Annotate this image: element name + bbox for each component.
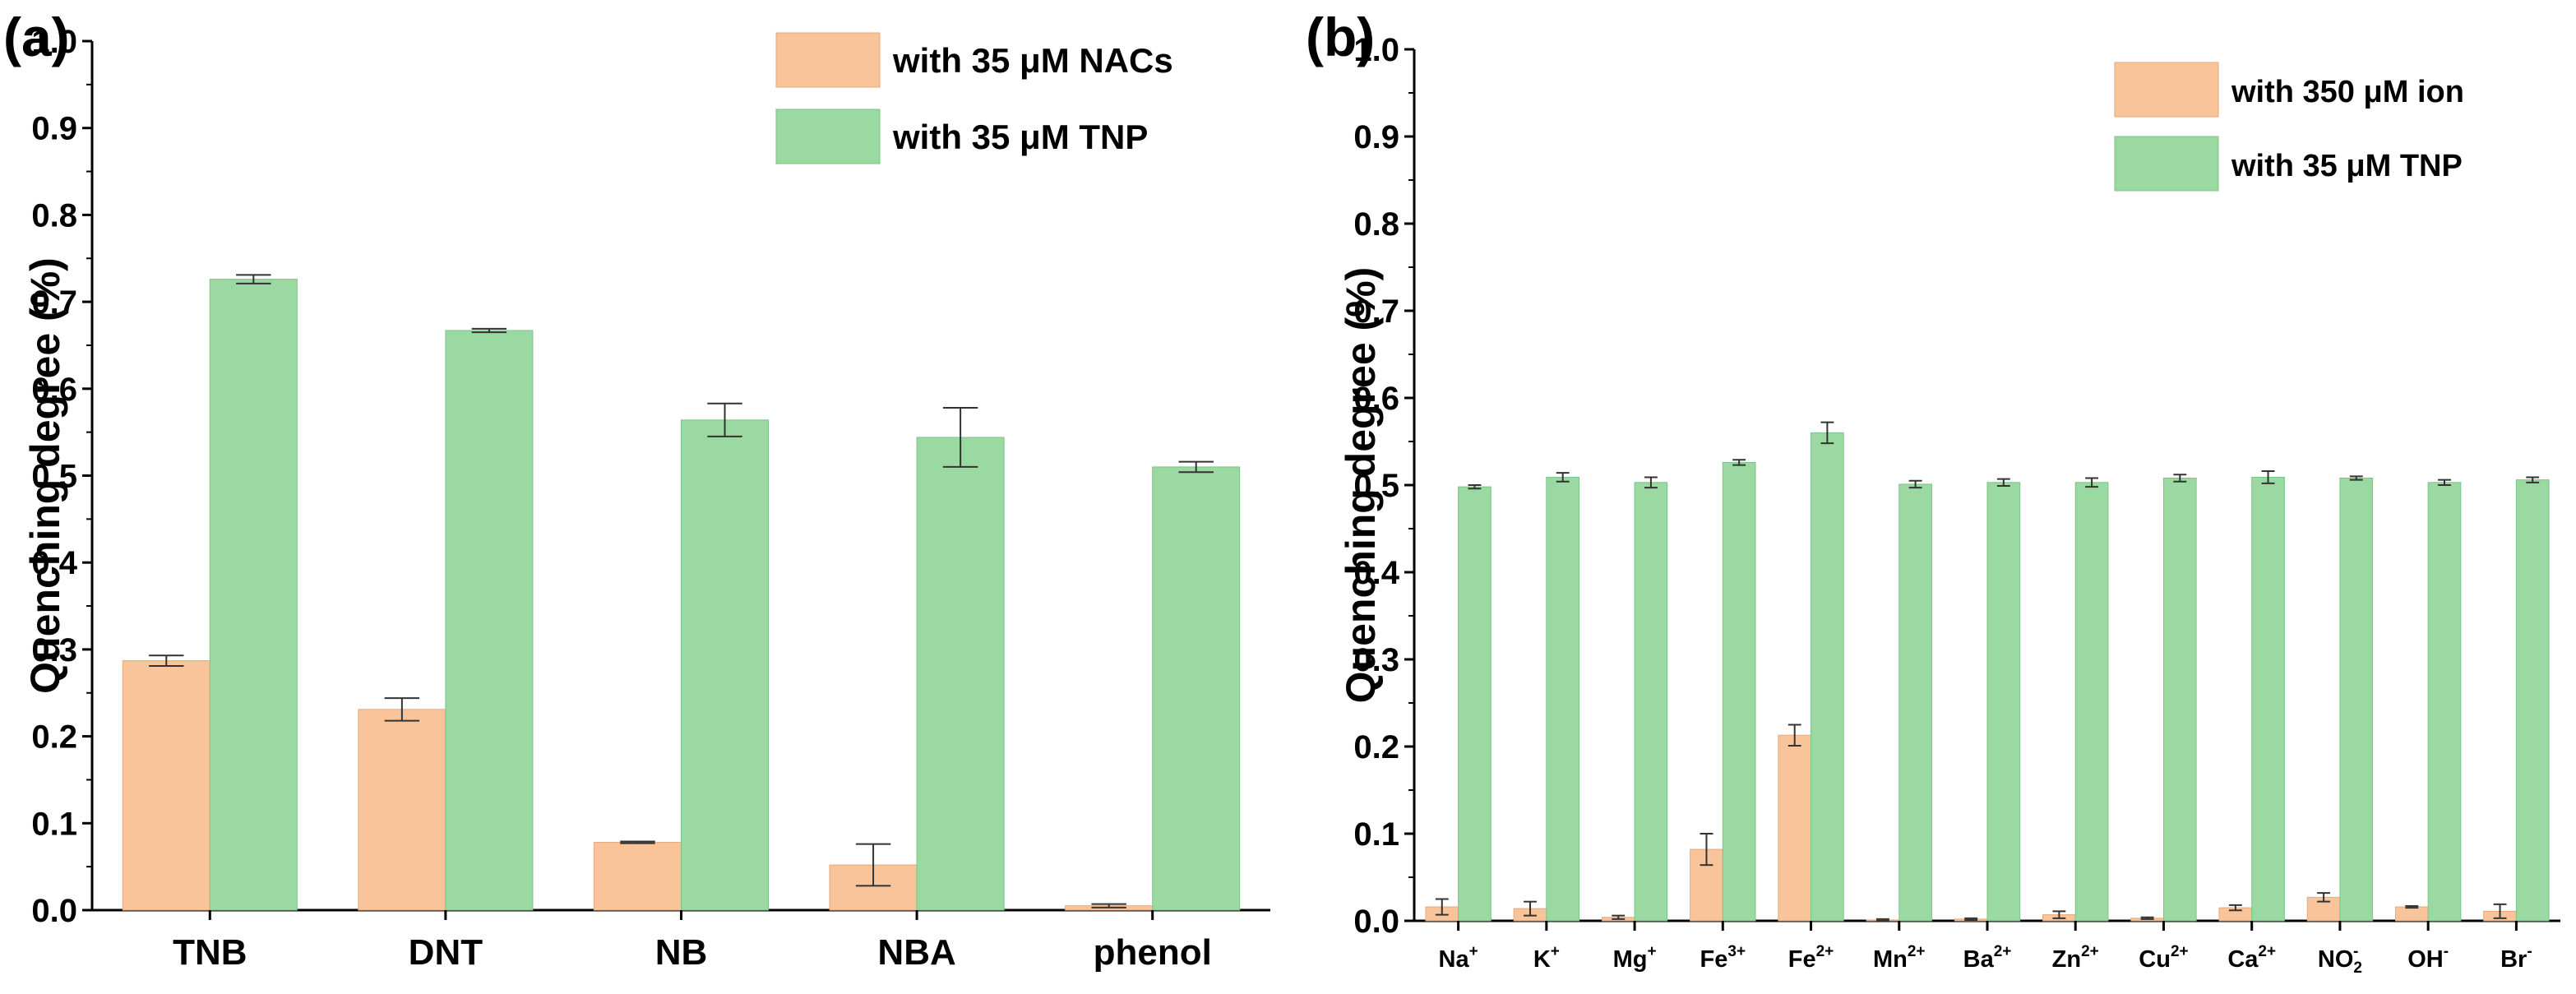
panel-a-y-tick-label: 0.9 <box>31 111 77 147</box>
panel-b-category-label: Fe3+ <box>1700 943 1746 973</box>
panel-b-legend-label-ref: with 350 μM ion <box>2231 75 2464 109</box>
panel-b-category-label: NO2- <box>2318 943 2362 977</box>
panel-a-category-label: phenol <box>1094 932 1212 973</box>
panel-a-legend-label-ref: with 35 μM NACs <box>892 41 1173 80</box>
panel-b-bar-tnp-7 <box>2074 482 2109 922</box>
panel-b-label: (b) <box>1306 7 1375 67</box>
panel-b-bar-tnp-10 <box>2339 478 2374 922</box>
panel-b-category-label: Br- <box>2500 943 2532 973</box>
panel-b-bar-tnp-5 <box>1898 483 1932 922</box>
panel-b-y-tick-label: 0.6 <box>1353 381 1399 417</box>
panel-a-y-tick-label: 0.1 <box>31 806 77 842</box>
panel-b-bar-tnp-9 <box>2251 476 2285 922</box>
panel-a-y-tick-label: 0.6 <box>31 372 77 408</box>
panel-a-bar-tnp-1 <box>445 330 534 911</box>
panel-b-bar-ref-11 <box>2394 906 2429 922</box>
panel-b-bar-ref-4 <box>1778 734 1812 922</box>
panel-b-y-tick-label: 0.7 <box>1353 294 1399 330</box>
panel-b-bar-tnp-6 <box>1986 482 2021 922</box>
panel-b-bar-tnp-8 <box>2162 478 2197 922</box>
panel-b-y-tick-label: 0.2 <box>1353 729 1399 765</box>
panel-b-category-label: Mg+ <box>1613 943 1657 973</box>
panel-b-y-axis-label: Quenching degree (%) <box>1338 267 1384 704</box>
panel-b-legend-swatch-tnp <box>2114 136 2219 192</box>
panel-b-bar-tnp-12 <box>2515 479 2550 922</box>
panel-b-y-tick-label: 0.0 <box>1353 904 1399 940</box>
panel-a-category-label: TNB <box>173 932 247 973</box>
panel-a-category-label: NBA <box>877 932 955 973</box>
panel-a-y-tick-label: 0.4 <box>31 545 77 581</box>
panel-a-bar-ref-1 <box>358 709 446 911</box>
panel-a-y-tick-label: 0.7 <box>31 284 77 321</box>
panel-b-category-label: Ca2+ <box>2227 943 2276 973</box>
panel-b-bar-tnp-1 <box>1546 476 1580 922</box>
panel-a-category-label: NB <box>655 932 708 973</box>
panel-b-category-label: Cu2+ <box>2139 943 2188 973</box>
panel-a-legend-swatch-ref <box>775 32 881 88</box>
panel-a-bar-tnp-0 <box>209 279 298 911</box>
panel-b-bar-tnp-3 <box>1722 461 1756 922</box>
panel-a-y-tick-label: 0.0 <box>31 893 77 929</box>
panel-a-bar-ref-2 <box>593 842 682 911</box>
panel-b-y-tick-label: 0.1 <box>1353 816 1399 853</box>
panel-b-bar-tnp-11 <box>2427 482 2462 922</box>
panel-a-y-tick-label: 0.5 <box>31 459 77 495</box>
panel-b-y-tick-label: 0.5 <box>1353 468 1399 504</box>
panel-b-y-tick-label: 0.3 <box>1353 642 1399 678</box>
panel-a-bar-ref-0 <box>122 660 210 911</box>
panel-a-y-axis-label: Quenching degree (%) <box>22 257 68 694</box>
panel-b-legend-swatch-ref <box>2114 62 2219 118</box>
panel-a-label: (a) <box>3 7 70 67</box>
panel-b-bar-tnp-4 <box>1811 432 1844 922</box>
panel-b-category-label: Mn2+ <box>1873 943 1926 973</box>
panel-a-bar-tnp-4 <box>1152 466 1241 911</box>
panel-b-category-label: Zn2+ <box>2052 943 2099 973</box>
panel-a-y-tick-label: 0.3 <box>31 632 77 668</box>
panel-a-legend-swatch-tnp <box>775 109 881 164</box>
panel-a-y-tick-label: 1.0 <box>31 24 77 60</box>
panel-b-category-label: Na+ <box>1439 943 1478 973</box>
panel-b-category-label: K+ <box>1533 943 1560 973</box>
panel-a-category-label: DNT <box>409 932 483 973</box>
panel-b-category-label: Ba2+ <box>1963 943 2012 973</box>
panel-a-bar-tnp-3 <box>916 437 1005 911</box>
panel-b-y-tick-label: 0.9 <box>1353 119 1399 155</box>
panel-b-category-label: Fe2+ <box>1788 943 1834 973</box>
panel-b-chart: (b) Quenching degree (%) 0.0 0.1 0.2 0.3 0.4… <box>1306 7 2560 977</box>
panel-a-chart: (a) Quenching degree (%) 0.0 0.1 0.2 0.3 0.4… <box>3 7 1270 973</box>
panel-a-bar-tnp-2 <box>681 419 770 911</box>
panel-b-legend-label-tnp: with 35 μM TNP <box>2231 149 2463 183</box>
panel-a-y-tick-label: 0.2 <box>31 719 77 756</box>
panel-b-bar-tnp-2 <box>1634 482 1668 922</box>
panel-b-category-label: OH- <box>2407 943 2449 973</box>
panel-a-y-tick-label: 0.8 <box>31 197 77 233</box>
panel-b-bar-tnp-0 <box>1458 486 1491 922</box>
panel-b-y-tick-label: 1.0 <box>1353 32 1399 68</box>
panel-b-y-tick-label: 0.8 <box>1353 206 1399 243</box>
panel-b-y-tick-label: 0.4 <box>1353 555 1399 591</box>
panel-a-legend-label-tnp: with 35 μM TNP <box>892 118 1148 156</box>
